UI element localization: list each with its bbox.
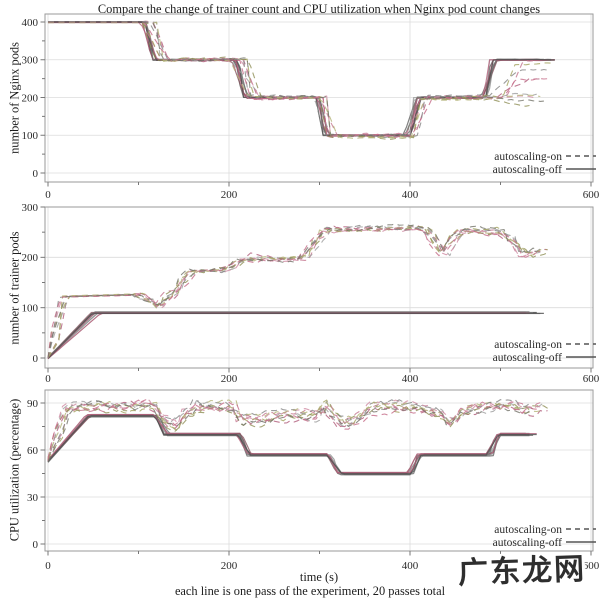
svg-text:300: 300: [22, 55, 39, 67]
svg-text:200: 200: [22, 252, 39, 264]
series-autoscaling-on: [47, 223, 548, 359]
y-axis-label-trainer-pods: number of trainer pods: [7, 231, 22, 345]
svg-text:200: 200: [221, 189, 238, 201]
svg-text:400: 400: [22, 17, 39, 29]
y-axis-label-cpu: CPU utilization (percentage): [7, 398, 22, 542]
svg-text:200: 200: [221, 560, 238, 572]
subplot-1: 0 200 400 600 0 100 200 300 autoscaling-onautosc…: [22, 202, 600, 385]
svg-text:0: 0: [33, 539, 39, 551]
ticks: [40, 21, 592, 187]
svg-text:400: 400: [402, 373, 419, 385]
legend-autoscaling-off: autoscaling-off: [493, 537, 563, 549]
svg-text:600: 600: [583, 373, 600, 385]
legend-autoscaling-off: autoscaling-off: [493, 352, 563, 364]
legend-autoscaling-on: autoscaling-on: [494, 151, 562, 163]
svg-text:30: 30: [27, 492, 39, 504]
svg-text:200: 200: [22, 92, 39, 104]
ticks: [40, 206, 592, 373]
watermark-guangdong-longwang: 广东龙网: [457, 551, 587, 592]
tick-labels: 0 200 400 600 0 30 60 90: [27, 398, 600, 572]
subplot-2: 0 200 400 600 0 30 60 90 autoscaling-onautoscali…: [27, 389, 600, 572]
legend-autoscaling-on: autoscaling-on: [494, 524, 562, 536]
svg-text:400: 400: [402, 560, 419, 572]
series-autoscaling-on: [47, 398, 548, 462]
svg-text:400: 400: [402, 189, 419, 201]
figure-caption: each line is one pass of the experiment,…: [174, 584, 446, 598]
legend-autoscaling-on: autoscaling-on: [494, 339, 562, 351]
series-autoscaling-off: [48, 21, 555, 137]
svg-text:600: 600: [583, 189, 600, 201]
svg-text:100: 100: [22, 130, 39, 142]
tick-labels: 0 200 400 600 0 100 200 300: [22, 202, 600, 385]
svg-text:0: 0: [45, 560, 51, 572]
svg-text:90: 90: [27, 398, 39, 410]
svg-text:200: 200: [221, 373, 238, 385]
svg-text:0: 0: [45, 373, 51, 385]
svg-text:0: 0: [45, 189, 51, 201]
subplot-0: 0 200 400 600 0 100 200 300 400 autoscaling-onaut…: [22, 13, 600, 201]
svg-text:0: 0: [33, 353, 39, 365]
chart-title: Compare the change of trainer count and …: [97, 2, 541, 16]
y-axis-label-nginx-pods: number of Nginx pods: [7, 42, 22, 154]
series-autoscaling-off: [47, 413, 537, 476]
svg-text:300: 300: [22, 202, 39, 214]
svg-text:60: 60: [27, 445, 39, 457]
series-autoscaling-off: [47, 311, 544, 360]
series-autoscaling-on: [48, 20, 555, 141]
svg-text:600: 600: [583, 560, 600, 572]
tick-labels: 0 200 400 600 0 100 200 300 400: [22, 17, 600, 201]
legend-autoscaling-off: autoscaling-off: [493, 164, 563, 176]
ticks: [40, 402, 592, 556]
svg-text:100: 100: [22, 302, 39, 314]
x-axis-label: time (s): [299, 570, 339, 584]
svg-text:0: 0: [33, 168, 39, 180]
